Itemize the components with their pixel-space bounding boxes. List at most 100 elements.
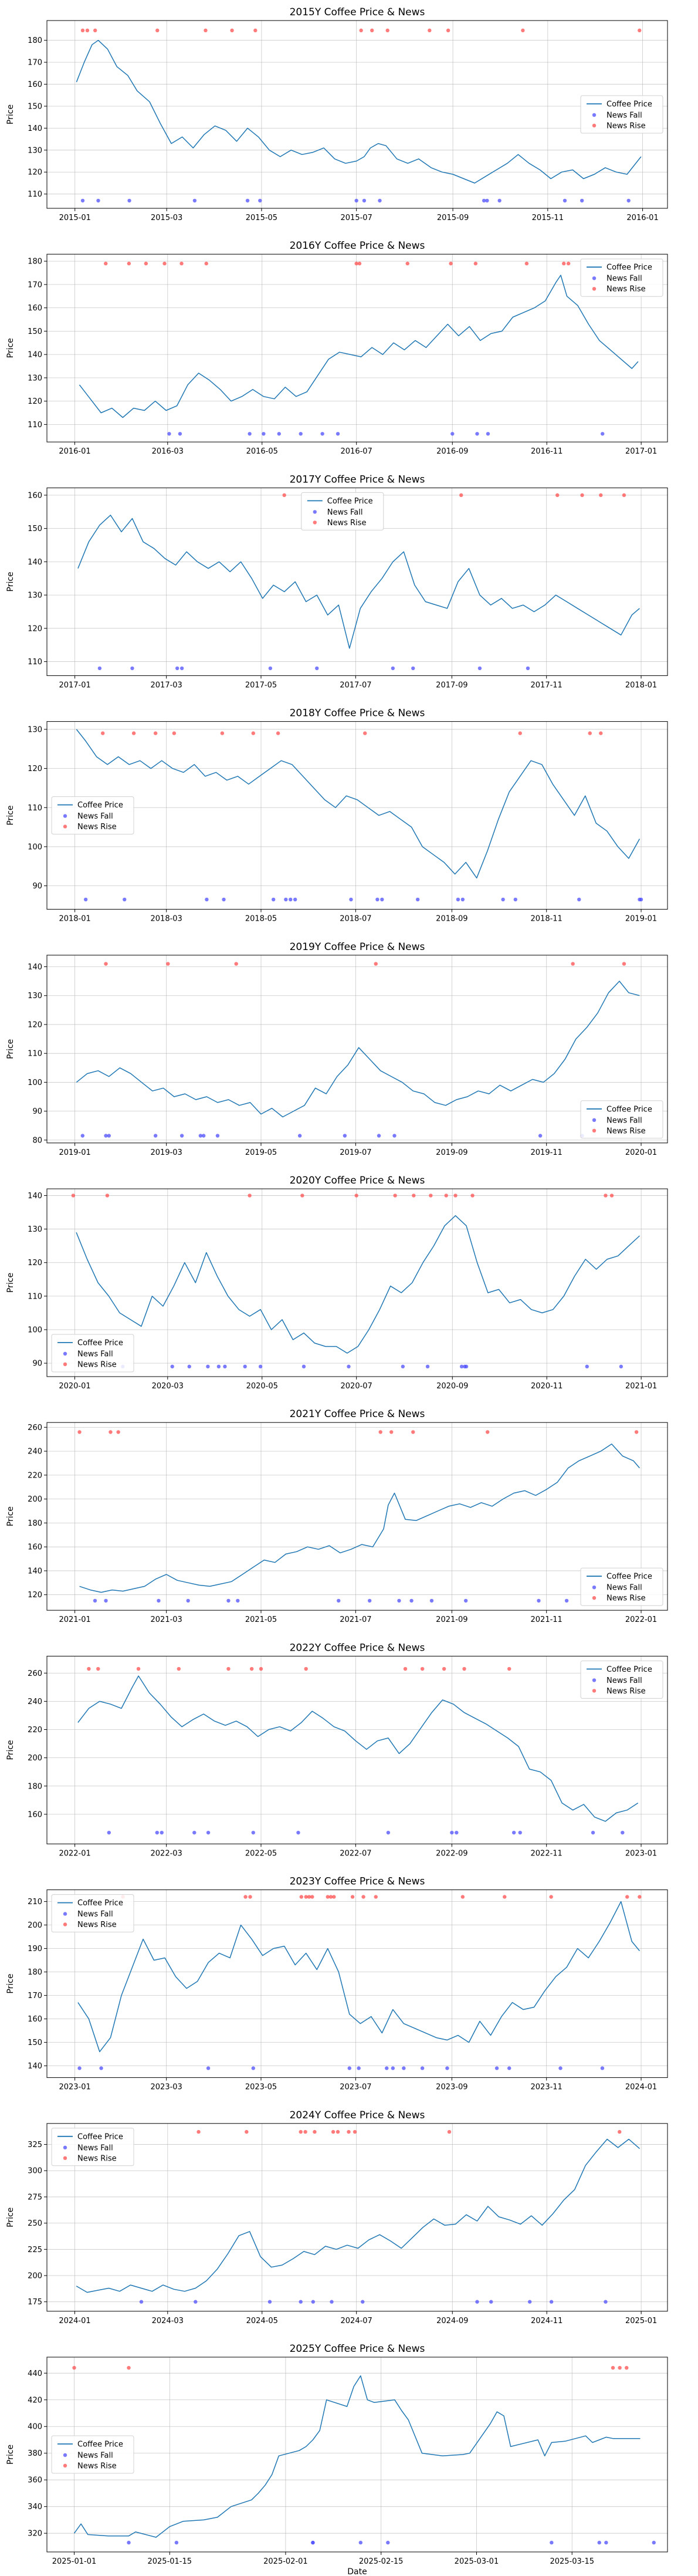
news-rise-point bbox=[459, 493, 463, 498]
news-fall-point bbox=[97, 666, 102, 671]
y-tick-label: 160 bbox=[28, 491, 42, 500]
x-tick-label: 2018-09 bbox=[436, 915, 467, 924]
legend-box bbox=[51, 2128, 134, 2166]
news-fall-point bbox=[367, 1598, 372, 1603]
x-tick-label: 2024-05 bbox=[246, 2317, 278, 2325]
news-fall-point bbox=[216, 1364, 221, 1369]
news-rise-point bbox=[622, 962, 626, 966]
news-rise-point bbox=[104, 261, 108, 266]
news-rise-point bbox=[144, 261, 148, 266]
news-fall-point bbox=[267, 2300, 272, 2304]
news-fall-point bbox=[591, 1830, 595, 1835]
news-rise-point bbox=[625, 2365, 629, 2370]
news-rise-point bbox=[405, 261, 409, 266]
price-series-line bbox=[76, 729, 641, 879]
news-rise-point bbox=[524, 261, 529, 266]
x-tick-label: 2019-07 bbox=[340, 1148, 371, 1157]
x-tick-label: 2023-05 bbox=[245, 2083, 277, 2092]
news-rise-point bbox=[326, 1895, 330, 1899]
news-rise-point bbox=[104, 962, 108, 966]
news-rise-point bbox=[127, 261, 131, 266]
news-rise-point bbox=[403, 1666, 408, 1671]
y-tick-label: 140 bbox=[28, 558, 42, 567]
news-rise-point bbox=[328, 1895, 333, 1899]
x-tick-label: 2017-05 bbox=[245, 681, 277, 689]
news-rise-point bbox=[555, 493, 560, 498]
x-tick-label: 2016-11 bbox=[531, 447, 563, 456]
news-fall-point bbox=[386, 1830, 391, 1835]
legend-rise-label: News Rise bbox=[77, 1361, 117, 1370]
legend: Coffee Price News Fall News Rise bbox=[51, 1334, 134, 1372]
y-tick-label: 100 bbox=[28, 1326, 42, 1335]
news-rise-point bbox=[350, 1895, 355, 1899]
x-tick-label: 2018-01 bbox=[59, 915, 90, 924]
y-axis-label: Price bbox=[6, 1506, 15, 1526]
news-rise-point bbox=[588, 731, 592, 735]
price-series-line bbox=[73, 2375, 641, 2538]
news-fall-point bbox=[563, 198, 567, 203]
news-rise-point bbox=[442, 1666, 446, 1671]
news-fall-point bbox=[277, 432, 281, 436]
legend: Coffee Price News Fall News Rise bbox=[51, 1894, 134, 1933]
legend-fall-swatch bbox=[592, 276, 597, 280]
news-rise-point bbox=[304, 1666, 308, 1671]
legend-rise-label: News Rise bbox=[606, 1687, 646, 1696]
news-fall-point bbox=[549, 2300, 554, 2304]
news-rise-point bbox=[549, 1895, 553, 1899]
x-tick-label: 2020-01 bbox=[59, 1382, 90, 1391]
news-rise-point bbox=[374, 1895, 378, 1899]
news-fall-point bbox=[425, 1364, 430, 1369]
news-rise-point bbox=[204, 28, 208, 33]
news-fall-point bbox=[226, 1598, 231, 1603]
news-fall-point bbox=[296, 1830, 300, 1835]
news-rise-point bbox=[470, 1194, 475, 1198]
news-rise-point bbox=[282, 493, 286, 498]
y-tick-label: 100 bbox=[28, 843, 42, 851]
news-fall-point bbox=[378, 198, 382, 203]
news-rise-point bbox=[127, 2365, 131, 2370]
plot-frame bbox=[46, 1188, 668, 1377]
y-tick-label: 150 bbox=[28, 102, 42, 111]
panel-4: 2018Y Coffee Price & News 90 100 110 120 130 2… bbox=[6, 708, 668, 924]
y-tick-label: 240 bbox=[28, 1448, 42, 1456]
news-fall-point bbox=[206, 1830, 211, 1835]
x-tick-label: 2022-05 bbox=[245, 1849, 277, 1858]
news-fall-point bbox=[127, 198, 131, 203]
news-rise-point bbox=[276, 731, 280, 735]
news-fall-point bbox=[223, 1364, 227, 1369]
y-tick-label: 110 bbox=[28, 190, 42, 199]
news-fall-point bbox=[401, 1364, 405, 1369]
y-axis-label: Price bbox=[6, 2207, 15, 2227]
legend-fall-label: News Fall bbox=[77, 2452, 113, 2460]
news-rise-point bbox=[249, 1666, 254, 1671]
price-series-line bbox=[76, 39, 642, 184]
chart-title: 2016Y Coffee Price & News bbox=[290, 240, 425, 252]
news-rise-point bbox=[172, 731, 177, 735]
news-fall-point bbox=[362, 198, 367, 203]
legend-rise-label: News Rise bbox=[77, 1921, 117, 1929]
news-fall-point bbox=[537, 1598, 541, 1603]
news-fall-point bbox=[258, 1364, 263, 1369]
y-tick-label: 220 bbox=[28, 1471, 42, 1480]
news-rise-point bbox=[331, 2129, 336, 2134]
news-fall-point bbox=[604, 2300, 608, 2304]
news-rise-point bbox=[80, 28, 85, 33]
legend-rise-label: News Rise bbox=[606, 1594, 646, 1603]
x-tick-label: 2016-01 bbox=[59, 447, 90, 456]
news-fall-point bbox=[194, 2300, 198, 2304]
news-fall-point bbox=[501, 897, 505, 902]
y-tick-label: 130 bbox=[28, 146, 42, 155]
news-rise-point bbox=[609, 1194, 614, 1198]
news-fall-point bbox=[178, 432, 182, 436]
news-fall-point bbox=[130, 666, 134, 671]
x-tick-label: 2015-07 bbox=[341, 214, 372, 222]
x-tick-label: 2021-11 bbox=[531, 1615, 563, 1624]
chart-title: 2020Y Coffee Price & News bbox=[290, 1175, 425, 1186]
news-rise-point bbox=[604, 1194, 608, 1198]
news-rise-point bbox=[449, 261, 453, 266]
chart-title: 2023Y Coffee Price & News bbox=[290, 1876, 425, 1888]
news-rise-point bbox=[429, 1194, 433, 1198]
news-rise-point bbox=[571, 962, 575, 966]
news-rise-point bbox=[385, 28, 389, 33]
x-tick-label: 2024-07 bbox=[341, 2317, 372, 2325]
